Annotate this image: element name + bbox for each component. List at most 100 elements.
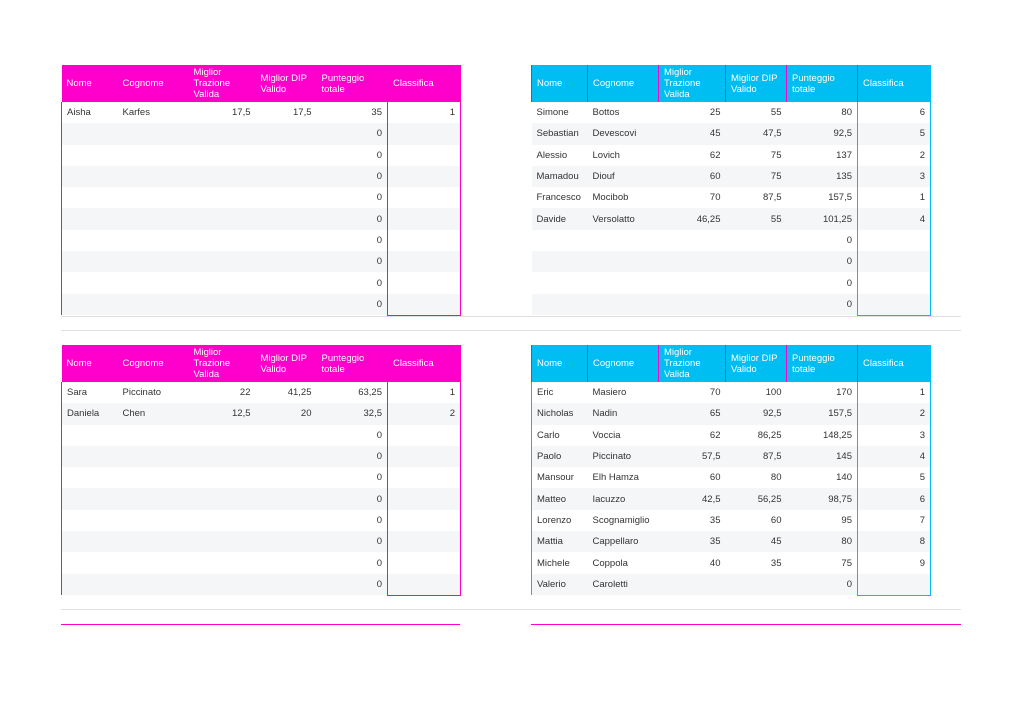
cell-cognome[interactable] [117, 445, 189, 468]
cell-trazione[interactable] [188, 144, 256, 166]
cell-classifica[interactable] [857, 229, 931, 252]
cell-classifica[interactable]: 8 [857, 531, 931, 553]
cell-trazione[interactable]: 46,25 [658, 208, 726, 230]
cell-cognome[interactable]: Mocibob [587, 187, 659, 209]
cell-nome[interactable] [61, 187, 118, 209]
cell-trazione[interactable] [188, 293, 256, 316]
cell-dip[interactable]: 100 [725, 382, 787, 404]
cell-trazione[interactable] [658, 229, 726, 252]
header-nome[interactable]: Nome [531, 345, 588, 382]
cell-dip[interactable] [725, 251, 787, 273]
cell-punteggio[interactable]: 0 [316, 165, 388, 188]
cell-punteggio[interactable]: 0 [316, 272, 388, 294]
cell-classifica[interactable] [387, 552, 461, 574]
cell-trazione[interactable]: 40 [658, 552, 726, 574]
cell-trazione[interactable] [188, 445, 256, 468]
cell-dip[interactable]: 87,5 [725, 187, 787, 209]
cell-punteggio[interactable]: 0 [316, 251, 388, 273]
cell-punteggio[interactable]: 98,75 [786, 488, 858, 510]
header-trazione[interactable]: Miglior Trazione Valida [658, 65, 726, 102]
cell-classifica[interactable] [387, 208, 461, 230]
cell-classifica[interactable]: 4 [857, 208, 931, 230]
cell-punteggio[interactable]: 0 [316, 293, 388, 316]
cell-cognome[interactable]: Karfes [117, 102, 189, 124]
cell-nome[interactable]: Lorenzo [531, 509, 588, 532]
cell-classifica[interactable] [387, 467, 461, 489]
cell-punteggio[interactable]: 148,25 [786, 424, 858, 446]
cell-classifica[interactable]: 2 [387, 403, 461, 425]
header-punteggio[interactable]: Punteggio totale [316, 345, 388, 382]
cell-nome[interactable] [61, 445, 118, 468]
header-classifica[interactable]: Classifica [387, 345, 461, 382]
header-punteggio[interactable]: Punteggio totale [786, 65, 858, 102]
header-classifica[interactable]: Classifica [857, 65, 931, 102]
cell-classifica[interactable]: 9 [857, 552, 931, 574]
cell-dip[interactable] [255, 573, 317, 596]
cell-dip[interactable]: 20 [255, 403, 317, 425]
cell-nome[interactable] [61, 123, 118, 145]
cell-classifica[interactable] [387, 251, 461, 273]
cell-dip[interactable] [725, 272, 787, 294]
cell-punteggio[interactable]: 0 [786, 251, 858, 273]
header-cognome[interactable]: Cognome [117, 345, 189, 382]
cell-classifica[interactable] [387, 488, 461, 510]
cell-classifica[interactable]: 3 [857, 165, 931, 188]
cell-cognome[interactable]: Piccinato [117, 382, 189, 404]
cell-nome[interactable] [61, 509, 118, 532]
cell-classifica[interactable]: 1 [387, 382, 461, 404]
cell-dip[interactable]: 55 [725, 208, 787, 230]
cell-cognome[interactable] [117, 552, 189, 574]
cell-punteggio[interactable]: 145 [786, 445, 858, 468]
cell-trazione[interactable] [188, 272, 256, 294]
cell-nome[interactable] [61, 208, 118, 230]
cell-nome[interactable]: Nicholas [531, 403, 588, 425]
cell-punteggio[interactable]: 0 [316, 445, 388, 468]
cell-cognome[interactable]: Cappellaro [587, 531, 659, 553]
cell-punteggio[interactable]: 157,5 [786, 403, 858, 425]
cell-trazione[interactable]: 57,5 [658, 445, 726, 468]
cell-punteggio[interactable]: 0 [316, 144, 388, 166]
cell-cognome[interactable]: Versolatto [587, 208, 659, 230]
cell-dip[interactable] [255, 272, 317, 294]
cell-punteggio[interactable]: 63,25 [316, 382, 388, 404]
cell-cognome[interactable] [117, 573, 189, 596]
cell-nome[interactable]: Eric [531, 382, 588, 404]
cell-dip[interactable]: 60 [725, 509, 787, 532]
header-dip[interactable]: Miglior DIP Valido [725, 65, 787, 102]
cell-punteggio[interactable]: 101,25 [786, 208, 858, 230]
cell-trazione[interactable] [188, 424, 256, 446]
header-classifica[interactable]: Classifica [857, 345, 931, 382]
cell-dip[interactable]: 35 [725, 552, 787, 574]
cell-trazione[interactable]: 60 [658, 467, 726, 489]
header-dip[interactable]: Miglior DIP Valido [255, 65, 317, 102]
cell-dip[interactable]: 56,25 [725, 488, 787, 510]
cell-classifica[interactable] [857, 293, 931, 316]
cell-dip[interactable] [255, 144, 317, 166]
cell-nome[interactable] [531, 229, 588, 252]
cell-cognome[interactable]: Coppola [587, 552, 659, 574]
cell-punteggio[interactable]: 0 [316, 467, 388, 489]
cell-dip[interactable]: 47,5 [725, 123, 787, 145]
cell-trazione[interactable] [658, 573, 726, 596]
cell-cognome[interactable] [117, 187, 189, 209]
cell-punteggio[interactable]: 140 [786, 467, 858, 489]
cell-cognome[interactable] [117, 123, 189, 145]
cell-classifica[interactable] [387, 272, 461, 294]
cell-classifica[interactable] [387, 424, 461, 446]
cell-nome[interactable]: Michele [531, 552, 588, 574]
cell-dip[interactable] [255, 424, 317, 446]
cell-punteggio[interactable]: 137 [786, 144, 858, 166]
cell-trazione[interactable]: 70 [658, 187, 726, 209]
header-dip[interactable]: Miglior DIP Valido [725, 345, 787, 382]
cell-classifica[interactable] [387, 144, 461, 166]
cell-cognome[interactable] [117, 208, 189, 230]
cell-punteggio[interactable]: 0 [786, 229, 858, 252]
cell-trazione[interactable] [188, 251, 256, 273]
header-trazione[interactable]: Miglior Trazione Valida [188, 65, 256, 102]
cell-punteggio[interactable]: 35 [316, 102, 388, 124]
cell-punteggio[interactable]: 135 [786, 165, 858, 188]
cell-nome[interactable] [61, 229, 118, 252]
cell-trazione[interactable] [188, 552, 256, 574]
cell-cognome[interactable] [117, 509, 189, 532]
cell-cognome[interactable]: Lovich [587, 144, 659, 166]
